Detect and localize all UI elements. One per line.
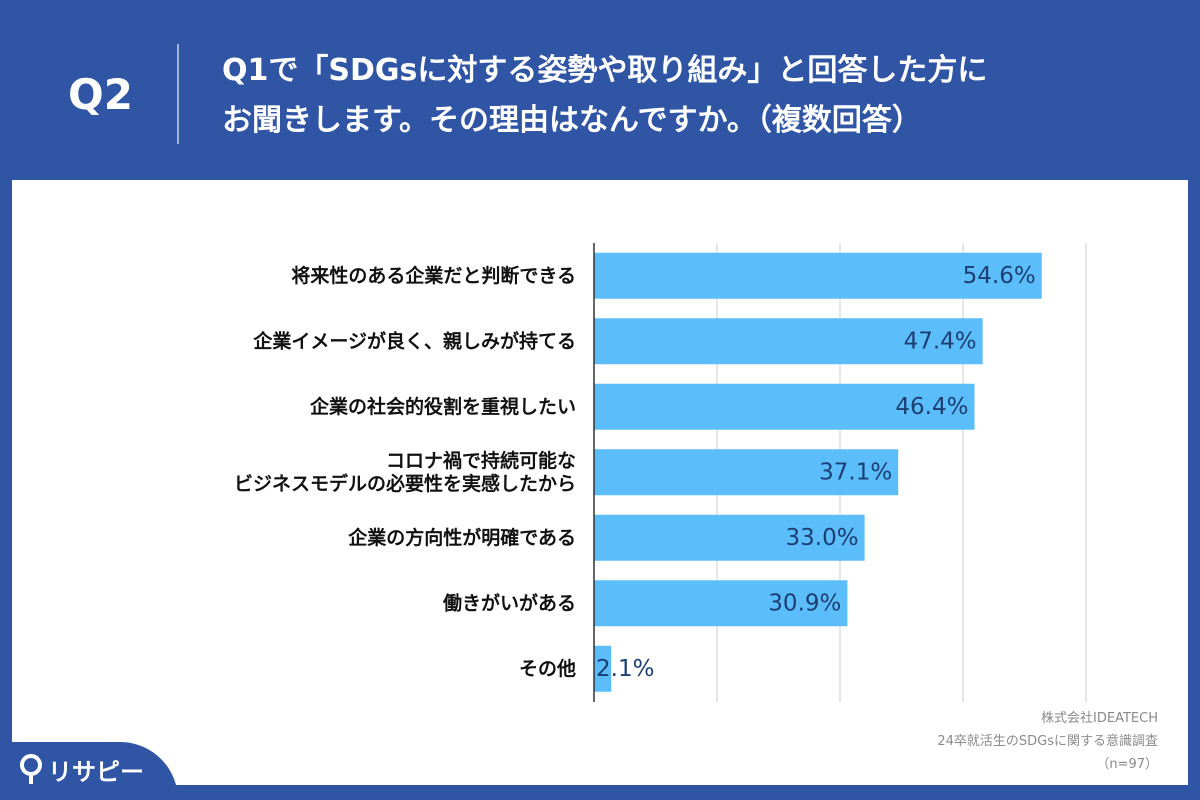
chart-panel: 54.6% 将来性のある企業だと判断できる 47.4% 企業イメージが良く、親しみが持… xyxy=(12,180,1188,785)
value-label-7: 2.1% xyxy=(596,656,654,682)
category-label-6: 働きがいがある xyxy=(442,591,576,614)
footnote: 株式会社IDEATECH 24卒就活生のSDGsに関する意識調査 （n=97） xyxy=(937,707,1158,776)
footnote-survey: 24卒就活生のSDGsに関する意識調査 xyxy=(937,734,1158,749)
category-label-5: 企業の方向性が明確である xyxy=(347,526,576,549)
category-label-4-line-1: コロナ禍で持続可能な xyxy=(386,449,576,472)
value-label-3: 46.4% xyxy=(895,394,968,420)
question-number: Q2 xyxy=(68,70,133,119)
question-title-line-2: お聞きします。その理由はなんですか。（複数回答） xyxy=(222,103,922,138)
category-label-2: 企業イメージが良く、親しみが持てる xyxy=(252,329,576,352)
bar-4 xyxy=(594,449,899,496)
brand-name: リサピー xyxy=(48,758,144,786)
header: Q2 Q1で「SDGsに対する姿勢や取り組み」と回答した方に お聞きします。その… xyxy=(0,0,1200,180)
category-label-1: 将来性のある企業だと判断できる xyxy=(291,264,576,287)
value-label-5: 33.0% xyxy=(786,525,859,551)
bar-5 xyxy=(594,514,865,561)
value-label-1: 54.6% xyxy=(963,263,1036,289)
value-label-2: 47.4% xyxy=(904,328,977,354)
category-label-7: その他 xyxy=(519,657,576,680)
header-divider xyxy=(177,44,179,144)
bar-3 xyxy=(594,383,975,430)
footnote-sample: （n=97） xyxy=(1096,757,1158,772)
value-label-4: 37.1% xyxy=(819,459,892,485)
pin-icon xyxy=(20,754,42,784)
bar-1 xyxy=(594,252,1042,299)
footnote-company: 株式会社IDEATECH xyxy=(1041,711,1158,726)
bar-7 xyxy=(594,645,612,692)
brand-logo: リサピー xyxy=(0,742,178,800)
bar-6 xyxy=(594,580,848,627)
category-label-4-line-2: ビジネスモデルの必要性を実感したから xyxy=(234,472,576,495)
value-label-6: 30.9% xyxy=(768,590,841,616)
question-title: Q1で「SDGsに対する姿勢や取り組み」と回答した方に お聞きします。その理由は… xyxy=(222,46,1152,146)
bar-chart: 54.6% 将来性のある企業だと判断できる 47.4% 企業イメージが良く、親しみが持… xyxy=(234,243,1087,702)
question-title-line-1: Q1で「SDGsに対する姿勢や取り組み」と回答した方に xyxy=(222,53,988,88)
bar-2 xyxy=(594,318,983,365)
category-label-3: 企業の社会的役割を重視したい xyxy=(309,395,576,418)
